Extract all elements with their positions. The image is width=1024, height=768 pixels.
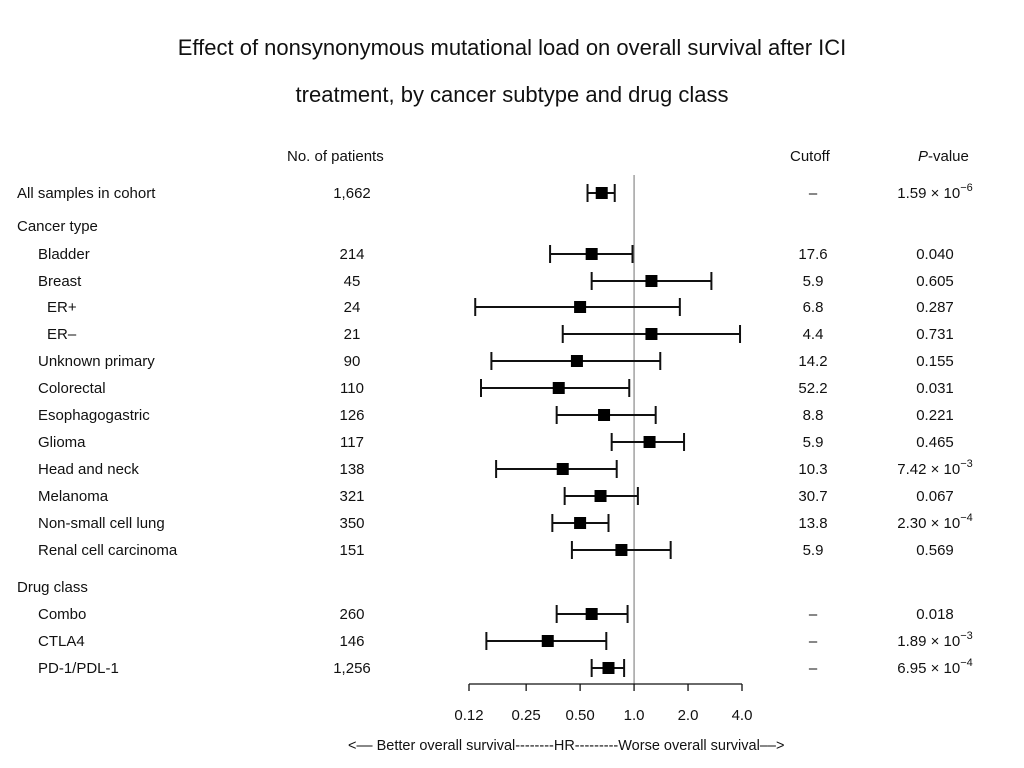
chart-title-line-2: treatment, by cancer subtype and drug cl… [295,82,729,107]
cutoff-unknown-primary: 14.2 [798,353,827,370]
n-patients-breast: 45 [344,273,361,290]
n-patients-all-samples-in-cohort: 1,662 [333,185,371,202]
header-cutoff: Cutoff [790,148,830,165]
x-axis-caption: <–– Better overall survival--------HR---… [348,738,785,754]
row-label-head-and-neck: Head and neck [38,461,139,478]
row-label-breast: Breast [38,273,82,290]
section-label-cancer-type: Cancer type [17,218,98,235]
p-value-esophagogastric: 0.221 [916,407,954,424]
p-value-er: 0.287 [916,299,954,316]
n-patients-unknown-primary: 90 [344,353,361,370]
hr-point-pd-1-pdl-1 [602,662,615,674]
p-value-bladder: 0.040 [916,246,954,263]
row-label-esophagogastric: Esophagogastric [38,407,150,424]
p-value-combo: 0.018 [916,606,954,623]
cutoff-bladder: 17.6 [798,246,827,263]
p-value-colorectal: 0.031 [916,380,954,397]
cutoff-glioma: 5.9 [803,434,824,451]
row-label-combo: Combo [38,606,86,623]
n-patients-combo: 260 [339,606,364,623]
row-label-ctla4: CTLA4 [38,633,85,650]
row-label-bladder: Bladder [38,246,90,263]
p-value-all-samples-in-cohort: 1.59 × 10−6 [897,182,973,202]
row-label-all-samples-in-cohort: All samples in cohort [17,185,156,202]
hr-point-non-small-cell-lung [574,517,587,529]
p-value-breast: 0.605 [916,273,954,290]
p-value-pd-1-pdl-1: 6.95 × 10−4 [897,657,973,677]
hr-point-esophagogastric [598,409,611,421]
cutoff-esophagogastric: 8.8 [803,407,824,424]
header-no-of-patients: No. of patients [287,148,384,165]
n-patients-glioma: 117 [340,434,364,451]
p-value-unknown-primary: 0.155 [916,353,954,370]
x-tick-label-3: 1.0 [624,707,645,724]
hr-point-ctla4 [541,635,554,647]
cutoff-ctla4: – [809,633,818,650]
row-label-er: ER– [47,326,77,343]
x-tick-label-2: 0.50 [566,707,595,724]
n-patients-pd-1-pdl-1: 1,256 [333,660,371,677]
header-p-italic: P [918,148,929,165]
hr-point-er [574,301,587,313]
n-patients-renal-cell-carcinoma: 151 [339,542,364,559]
n-patients-melanoma: 321 [339,488,364,505]
hr-point-colorectal [552,382,565,394]
n-patients-er: 21 [344,326,361,343]
p-value-glioma: 0.465 [916,434,954,451]
cutoff-combo: – [809,606,818,623]
row-label-unknown-primary: Unknown primary [38,353,155,370]
row-label-non-small-cell-lung: Non-small cell lung [38,515,165,532]
section-label-drug-class: Drug class [17,579,88,596]
hr-point-melanoma [594,490,607,502]
hr-point-breast [645,275,658,287]
row-label-colorectal: Colorectal [38,380,106,397]
n-patients-ctla4: 146 [339,633,364,650]
hr-point-unknown-primary [570,355,583,367]
n-patients-esophagogastric: 126 [339,407,364,424]
n-patients-colorectal: 110 [340,380,364,397]
chart-title-line-1: Effect of nonsynonymous mutational load … [177,35,847,60]
cutoff-non-small-cell-lung: 13.8 [798,515,827,532]
cutoff-er: 4.4 [803,326,824,343]
row-label-er: ER+ [47,299,77,316]
cutoff-pd-1-pdl-1: – [809,660,818,677]
x-tick-label-4: 2.0 [678,707,699,724]
x-tick-label-0: 0.12 [454,707,483,724]
cutoff-all-samples-in-cohort: – [809,185,818,202]
cutoff-colorectal: 52.2 [798,380,827,397]
n-patients-er: 24 [344,299,361,316]
p-value-ctla4: 1.89 × 10−3 [897,630,973,650]
hr-point-head-and-neck [556,463,569,475]
n-patients-non-small-cell-lung: 350 [339,515,364,532]
hr-point-glioma [643,436,656,448]
x-tick-label-5: 4.0 [732,707,753,724]
row-label-melanoma: Melanoma [38,488,109,505]
hr-point-combo [585,608,598,620]
cutoff-melanoma: 30.7 [798,488,827,505]
hr-point-all-samples-in-cohort [595,187,608,199]
cutoff-breast: 5.9 [803,273,824,290]
n-patients-head-and-neck: 138 [339,461,364,478]
header-p-rest: -value [928,148,969,165]
row-label-glioma: Glioma [38,434,86,451]
cutoff-er: 6.8 [803,299,824,316]
x-tick-label-1: 0.25 [512,707,541,724]
p-value-melanoma: 0.067 [916,488,954,505]
cutoff-renal-cell-carcinoma: 5.9 [803,542,824,559]
p-value-non-small-cell-lung: 2.30 × 10−4 [897,512,973,532]
hr-point-bladder [585,248,598,260]
p-value-head-and-neck: 7.42 × 10−3 [897,458,973,478]
hr-point-er [645,328,658,340]
p-value-er: 0.731 [916,326,954,343]
header-p-value: P-value [918,148,969,165]
row-label-renal-cell-carcinoma: Renal cell carcinoma [38,542,178,559]
p-value-renal-cell-carcinoma: 0.569 [916,542,954,559]
row-label-pd-1-pdl-1: PD-1/PDL-1 [38,660,119,677]
n-patients-bladder: 214 [339,246,364,263]
hr-point-renal-cell-carcinoma [615,544,628,556]
cutoff-head-and-neck: 10.3 [798,461,827,478]
